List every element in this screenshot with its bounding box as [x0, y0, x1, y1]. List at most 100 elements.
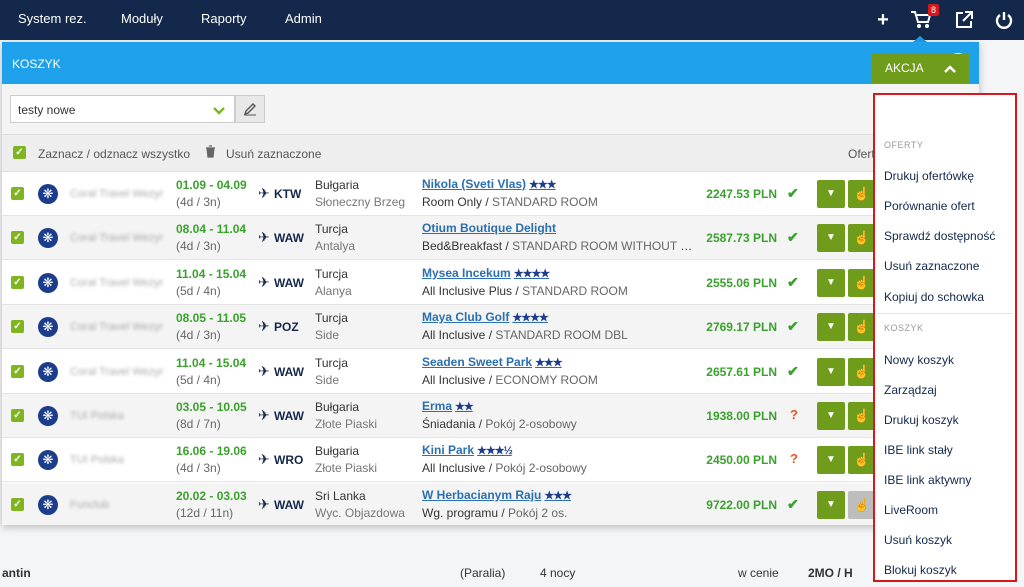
cart-toolbar: testy nowe — [2, 84, 979, 134]
offer-dropdown-button[interactable]: ▼ — [817, 402, 845, 430]
offer-dates: 16.06 - 19.06 — [176, 444, 247, 458]
offer-duration: (4d / 3n) — [176, 239, 221, 253]
offer-checkbox[interactable]: ✓ — [11, 231, 24, 244]
menu-item-manage[interactable]: Zarządzaj — [884, 383, 937, 397]
hotel-name[interactable]: W Herbacianym Raju — [422, 488, 542, 502]
offer-dropdown-button[interactable]: ▼ — [817, 446, 845, 474]
hotel-link[interactable]: Otium Boutique Delight — [422, 221, 559, 235]
select-all-label[interactable]: Zaznacz / odznacz wszystko — [38, 147, 191, 161]
offer-dropdown-button[interactable]: ▼ — [817, 180, 845, 208]
menu-item-ibe-active-link[interactable]: IBE link aktywny — [884, 473, 972, 487]
offer-row: ✓ ❋ Coral Travel Wezyr 11.04 - 15.04 (5d / 4… — [2, 350, 979, 394]
destination-country: Bułgaria — [315, 444, 360, 458]
menu-item-delete-cart[interactable]: Usuń koszyk — [884, 533, 953, 547]
destination-country: Bułgaria — [315, 400, 360, 414]
offer-checkbox[interactable]: ✓ — [11, 276, 24, 289]
reserve-button[interactable]: ☝ — [848, 224, 876, 252]
hotel-name[interactable]: Erma — [422, 399, 453, 413]
offer-dropdown-button[interactable]: ▼ — [817, 224, 845, 252]
background-text: 4 nocy — [540, 566, 576, 580]
nav-item-admin[interactable]: Admin — [285, 11, 322, 26]
hotel-link[interactable]: W Herbacianym Raju ★★★ — [422, 488, 572, 502]
menu-item-copy-clipboard[interactable]: Kopiuj do schowka — [884, 290, 985, 304]
board-room: Wg. programu / Pokój 2 os. — [422, 506, 568, 520]
hotel-link[interactable]: Mysea Incekum ★★★★ — [422, 266, 550, 280]
menu-item-new-cart[interactable]: Nowy koszyk — [884, 353, 955, 367]
menu-item-delete-selected[interactable]: Usuń zaznaczone — [884, 259, 980, 273]
offer-checkbox[interactable]: ✓ — [11, 498, 24, 511]
destination-country: Turcja — [315, 267, 348, 281]
offer-checkbox[interactable]: ✓ — [11, 409, 24, 422]
destination-region: Alanya — [315, 284, 352, 298]
hotel-name[interactable]: Kini Park — [422, 443, 475, 457]
delete-selected-button[interactable]: Usuń zaznaczone — [226, 147, 322, 161]
hotel-link[interactable]: Seaden Sweet Park ★★★ — [422, 355, 563, 369]
menu-item-block-cart[interactable]: Blokuj koszyk — [884, 563, 957, 577]
offer-dates: 20.02 - 03.03 — [176, 489, 247, 503]
reserve-button[interactable]: ☝ — [848, 358, 876, 386]
plus-icon[interactable]: + — [877, 9, 889, 31]
akcja-button[interactable]: AKCJA — [872, 54, 969, 83]
menu-item-print-offer[interactable]: Drukuj ofertówkę — [884, 169, 975, 183]
menu-item-ibe-static-link[interactable]: IBE link stały — [884, 443, 953, 457]
offer-dropdown-button[interactable]: ▼ — [817, 269, 845, 297]
offer-checkbox[interactable]: ✓ — [11, 365, 24, 378]
offer-dropdown-button[interactable]: ▼ — [817, 491, 845, 519]
plane-icon: ✈ — [258, 185, 270, 201]
nav-item-reports[interactable]: Raporty — [201, 11, 247, 26]
hotel-name[interactable]: Otium Boutique Delight — [422, 221, 556, 235]
power-icon[interactable] — [991, 7, 1017, 33]
offer-dropdown-button[interactable]: ▼ — [817, 313, 845, 341]
menu-item-check-availability[interactable]: Sprawdź dostępność — [884, 229, 996, 243]
hotel-link[interactable]: Kini Park ★★★½ — [422, 443, 513, 457]
destination-country: Turcja — [315, 356, 348, 370]
selection-bar: ✓ Zaznacz / odznacz wszystko Usuń zaznac… — [2, 134, 979, 172]
reserve-button[interactable]: ☝ — [848, 180, 876, 208]
cart-pointer — [913, 36, 927, 42]
offer-dropdown-button[interactable]: ▼ — [817, 358, 845, 386]
background-text: (Paralia) — [460, 566, 506, 580]
nav-item-modules[interactable]: Moduły — [121, 11, 163, 26]
board-room: All Inclusive / ECONOMY ROOM — [422, 373, 598, 387]
offer-checkbox[interactable]: ✓ — [11, 320, 24, 333]
menu-item-compare-offers[interactable]: Porównanie ofert — [884, 199, 975, 213]
cart-icon[interactable] — [908, 7, 934, 33]
edit-button[interactable] — [235, 95, 265, 123]
reserve-button[interactable]: ☝ — [848, 491, 876, 519]
hotel-name[interactable]: Mysea Incekum — [422, 266, 511, 280]
hotel-name[interactable]: Maya Club Golf — [422, 310, 510, 324]
hotel-link[interactable]: Maya Club Golf ★★★★ — [422, 310, 549, 324]
hotel-link[interactable]: Erma ★★ — [422, 399, 474, 413]
cart-select-value: testy nowe — [18, 103, 76, 117]
board-type: Bed&Breakfast — [422, 239, 503, 253]
offer-duration: (4d / 3n) — [176, 328, 221, 342]
offer-checkbox[interactable]: ✓ — [11, 187, 24, 200]
external-link-icon[interactable] — [951, 7, 977, 33]
offer-duration: (12d / 11n) — [176, 506, 234, 520]
reserve-button[interactable]: ☝ — [848, 446, 876, 474]
destination-country: Turcja — [315, 222, 348, 236]
destination-region: Side — [315, 328, 340, 342]
operator-name: Coral Travel Wezyr — [70, 321, 164, 333]
reserve-button[interactable]: ☝ — [848, 269, 876, 297]
room-type: Pokój 2-osobowy — [485, 417, 577, 431]
reserve-button[interactable]: ☝ — [848, 313, 876, 341]
room-type: STANDARD ROOM DBL — [495, 328, 628, 342]
offer-price: 2657.61 PLN — [706, 365, 777, 379]
board-room: Śniadania / Pokój 2-osobowy — [422, 417, 577, 431]
hotel-name[interactable]: Nikola (Sveti Vlas) — [422, 177, 527, 191]
destination-region: Wyc. Objazdowa — [315, 506, 405, 520]
cart-select[interactable]: testy nowe — [10, 95, 235, 123]
menu-item-print-cart[interactable]: Drukuj koszyk — [884, 413, 959, 427]
offer-duration: (5d / 4n) — [176, 373, 221, 387]
room-type: ECONOMY ROOM — [495, 373, 598, 387]
trash-icon[interactable] — [205, 145, 216, 161]
select-all-checkbox[interactable]: ✓ — [13, 146, 26, 159]
menu-item-liveroom[interactable]: LiveRoom — [884, 503, 939, 517]
nav-item-system[interactable]: System rez. — [18, 11, 87, 26]
offer-checkbox[interactable]: ✓ — [11, 453, 24, 466]
hotel-link[interactable]: Nikola (Sveti Vlas) ★★★ — [422, 177, 557, 191]
hotel-name[interactable]: Seaden Sweet Park — [422, 355, 533, 369]
reserve-button[interactable]: ☝ — [848, 402, 876, 430]
operator-logo-icon: ❋ — [38, 450, 58, 470]
